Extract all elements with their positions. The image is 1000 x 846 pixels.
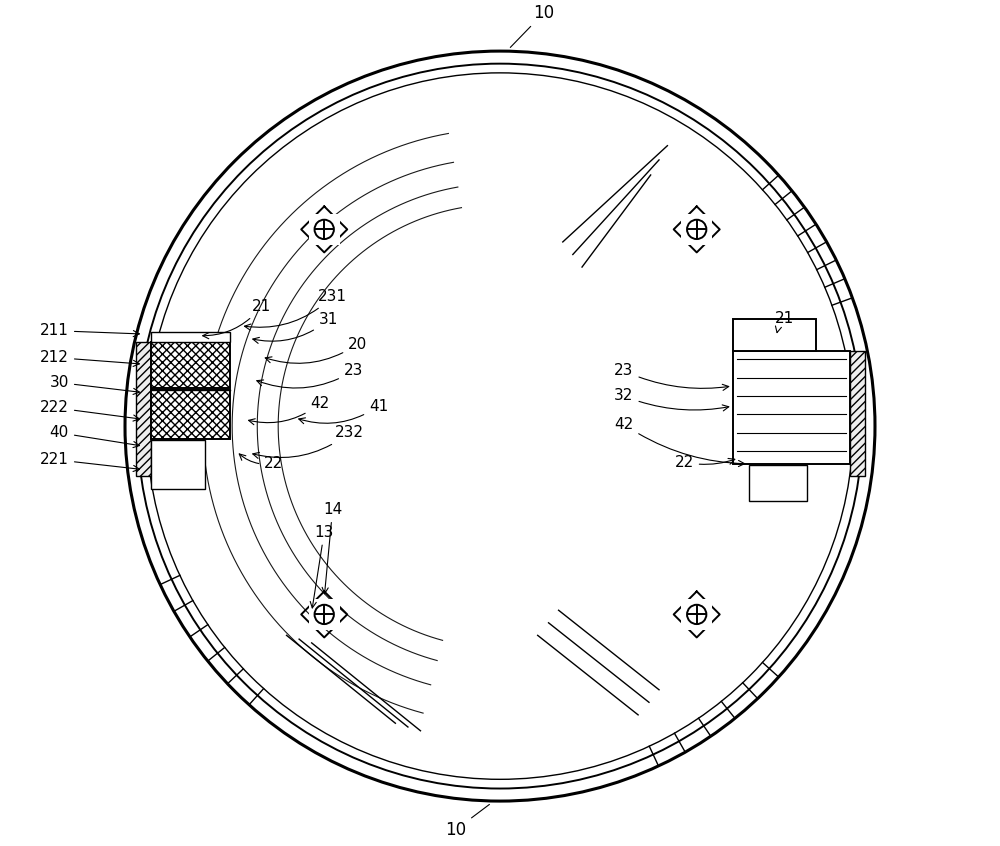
- Text: 22: 22: [239, 454, 284, 471]
- Text: 222: 222: [40, 400, 139, 421]
- Bar: [151, 390, 230, 438]
- Text: 32: 32: [614, 388, 729, 411]
- Circle shape: [687, 220, 706, 239]
- Text: 22: 22: [675, 454, 735, 470]
- Text: 42: 42: [249, 396, 330, 425]
- Text: 41: 41: [299, 398, 388, 424]
- Text: 21: 21: [203, 299, 271, 338]
- Bar: [850, 351, 865, 476]
- Bar: [309, 214, 340, 245]
- Text: 30: 30: [50, 375, 139, 394]
- Bar: [681, 599, 712, 630]
- Text: 232: 232: [253, 426, 364, 459]
- Bar: [749, 465, 807, 502]
- Text: 10: 10: [510, 3, 555, 47]
- Text: 221: 221: [40, 452, 139, 471]
- Circle shape: [315, 220, 334, 239]
- Bar: [733, 351, 850, 464]
- Text: 23: 23: [257, 363, 363, 388]
- Text: 40: 40: [50, 426, 139, 448]
- Bar: [151, 343, 230, 388]
- Text: 42: 42: [614, 417, 745, 467]
- Text: 14: 14: [322, 502, 342, 594]
- Text: 212: 212: [40, 350, 139, 366]
- Text: 10: 10: [445, 805, 489, 838]
- Bar: [136, 343, 151, 476]
- Text: 20: 20: [265, 337, 367, 363]
- Text: 31: 31: [253, 312, 338, 343]
- Bar: [151, 332, 230, 343]
- Circle shape: [687, 605, 706, 624]
- Bar: [151, 440, 205, 489]
- Text: 23: 23: [614, 363, 729, 390]
- Text: 13: 13: [310, 525, 334, 608]
- Bar: [733, 319, 816, 351]
- Text: 231: 231: [244, 288, 347, 330]
- Bar: [681, 214, 712, 245]
- Circle shape: [125, 51, 875, 801]
- Circle shape: [315, 605, 334, 624]
- Text: 211: 211: [40, 323, 139, 338]
- Bar: [309, 599, 340, 630]
- Text: 21: 21: [775, 311, 794, 332]
